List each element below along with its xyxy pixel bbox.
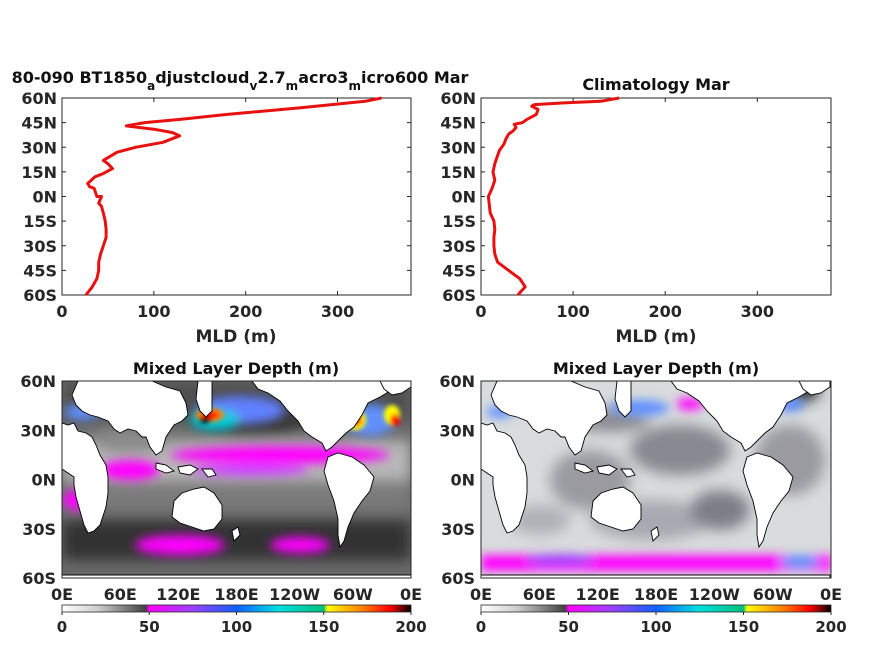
panel-3-lat-label: 60N: [20, 372, 56, 391]
panel-4-map: Mixed Layer Depth (m): [439, 359, 846, 636]
panel-1-line-plot: 80-090 BT1850adjustcloudv2.7macro3micro6…: [12, 68, 469, 347]
panel-1-ytick-label: 60N: [21, 89, 57, 108]
panel-3-lon-label: 180E: [214, 585, 258, 604]
panel-4-colorbar-label: 200: [815, 618, 846, 636]
panel-1-ytick-label: 30N: [21, 138, 57, 157]
panel-4-lon-label: 60W: [753, 585, 793, 604]
panel-4-lon-label: 120E: [576, 585, 620, 604]
panel-2-line-plot: Climatology Mar 0 100 200 300 60N 45N 30N 15N 0N…: [440, 75, 832, 347]
panel-1-title-part: a: [147, 79, 155, 93]
panel-4-lon-label: 0E: [470, 585, 492, 604]
panel-1-title-part: 2.7: [257, 68, 285, 87]
panel-3-axes-frame: [61, 380, 412, 579]
panel-2-ticks: 0 100 200 300 60N 45N 30N 15N 0N 15S 30S 45S 60S: [440, 89, 831, 321]
panel-1-ytick-label: 45N: [21, 114, 57, 133]
panel-3-colorbar-label: 150: [308, 618, 339, 636]
panel-1-mld-line: [84, 96, 382, 296]
panel-1-xtick-label: 200: [229, 302, 262, 321]
panel-1-xtick-label: 100: [137, 302, 170, 321]
panel-4-colorbar-label: 0: [476, 618, 486, 636]
panel-4-lon-label: 180E: [634, 585, 678, 604]
panel-1-title-part: acro3: [298, 68, 348, 87]
panel-3-lat-label: 30N: [20, 421, 56, 440]
panel-4-title: Mixed Layer Depth (m): [553, 359, 759, 378]
panel-3-lat-label: 30S: [22, 520, 56, 539]
panel-4-field: [481, 381, 831, 578]
panel-1-ytick-label: 45S: [23, 261, 57, 280]
panel-1-title-part: v: [250, 79, 258, 93]
panel-3-lon-label: 0E: [400, 585, 422, 604]
panel-1-ytick-label: 15S: [23, 212, 57, 231]
panel-3-lat-label: 0N: [31, 471, 56, 490]
panel-1-ytick-label: 15N: [21, 163, 57, 182]
panel-1-ytick-label: 30S: [23, 237, 57, 256]
panel-3-colorbar: [61, 604, 412, 613]
panel-1-xtick-label: 0: [56, 302, 67, 321]
panel-2-ytick-label: 60N: [440, 89, 476, 108]
panel-3-lon-label: 60E: [104, 585, 137, 604]
panel-2-mld-line: [486, 96, 620, 297]
panel-4-lon-label: 120W: [689, 585, 740, 604]
panel-2-axes-frame: [480, 97, 832, 296]
panel-3-lon-label: 120E: [156, 585, 200, 604]
panel-3-colorbar-label: 50: [139, 618, 160, 636]
panel-3-title: Mixed Layer Depth (m): [133, 359, 339, 378]
panel-4-axes-frame: [480, 380, 832, 579]
panel-2-xtick-label: 300: [741, 302, 774, 321]
panel-2-ytick-label: 30N: [440, 138, 476, 157]
panel-1-title: 80-090 BT1850adjustcloudv2.7macro3micro6…: [12, 68, 469, 93]
panel-3-lat-label: 60S: [22, 569, 56, 588]
panel-2-title: Climatology Mar: [582, 75, 729, 94]
panel-2-ytick-label: 45S: [442, 261, 476, 280]
panel-4-lat-label: 60N: [439, 372, 475, 391]
panel-1-ticks: 0 100 200 300 60N 45N 30N 15N 0N 15S 30S 45S 60S: [21, 89, 411, 321]
panel-3-colorbar-label: 0: [57, 618, 67, 636]
panel-2-xlabel: MLD (m): [615, 327, 696, 347]
panel-2-xtick-label: 100: [556, 302, 589, 321]
panel-1-series: [84, 96, 382, 296]
panel-1-title-part: 80-090 BT1850: [12, 68, 148, 87]
panel-1-title-part: icro600 Mar: [361, 68, 469, 87]
panel-4-colorbar-label: 50: [558, 618, 579, 636]
panel-2-ytick-label: 15S: [442, 212, 476, 231]
panel-2-series: [486, 96, 620, 297]
panel-4-colorbar-label: 100: [640, 618, 671, 636]
panel-4-lat-label: 30N: [439, 421, 475, 440]
panel-1-axes-frame: [61, 97, 412, 296]
panel-3-lon-label: 120W: [269, 585, 320, 604]
panel-2-xtick-label: 0: [475, 302, 486, 321]
panel-2-ytick-label: 45N: [440, 114, 476, 133]
panel-4-lon-label: 0E: [820, 585, 842, 604]
panel-3-lon-label: 60W: [333, 585, 373, 604]
panel-1-ytick-label: 0N: [32, 188, 57, 207]
panel-3-colorbar-ticks: 0 50 100 150 200: [57, 612, 427, 636]
panel-3-lon-label: 0E: [51, 585, 73, 604]
panel-2-ytick-label: 15N: [440, 163, 476, 182]
panel-2-ytick-label: 60S: [442, 286, 476, 305]
panel-1-xtick-label: 300: [321, 302, 354, 321]
panel-3-field: [62, 381, 411, 578]
panel-1-title-part: djustcloud: [155, 68, 249, 87]
panel-1-xlabel: MLD (m): [195, 327, 276, 347]
panel-3-colorbar-label: 200: [395, 618, 426, 636]
panel-1-title-part: m: [348, 79, 361, 93]
panel-4-colorbar-label: 150: [728, 618, 759, 636]
panel-2-ytick-label: 30S: [442, 237, 476, 256]
panel-4-lat-label: 60S: [441, 569, 475, 588]
panel-4-lat-label: 0N: [450, 471, 475, 490]
panel-2-xtick-label: 200: [649, 302, 682, 321]
panel-4-lat-label: 30S: [441, 520, 475, 539]
panel-4-colorbar-ticks: 0 50 100 150 200: [476, 612, 847, 636]
panel-4-lon-label: 60E: [523, 585, 556, 604]
panel-1-ytick-label: 60S: [23, 286, 57, 305]
panel-4-colorbar: [480, 604, 832, 613]
panel-3-colorbar-label: 100: [221, 618, 252, 636]
panel-2-ytick-label: 0N: [451, 188, 476, 207]
panel-3-map: Mixed Layer Depth (m): [20, 359, 426, 636]
panel-1-title-part: m: [286, 79, 299, 93]
